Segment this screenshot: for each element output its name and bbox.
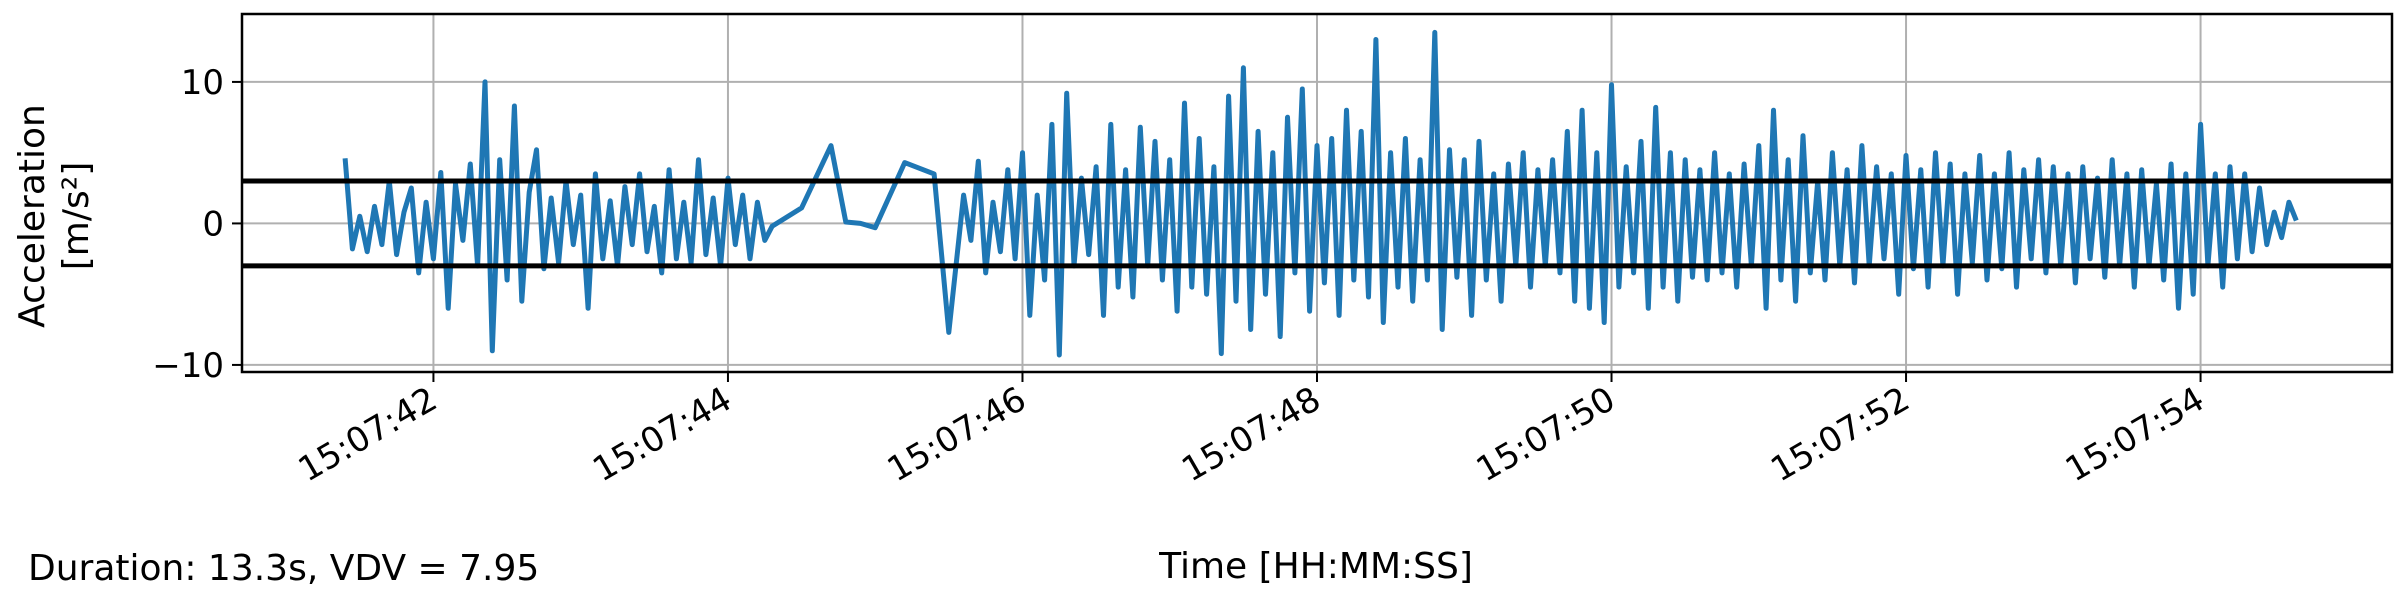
- duration-vdv-summary: Duration: 13.3s, VDV = 7.95: [28, 548, 540, 589]
- x-tick-label: 15:07:46: [881, 379, 1033, 490]
- y-tick-label: −10: [152, 346, 224, 386]
- x-axis-label: Time [HH:MM:SS]: [1158, 546, 1473, 587]
- threshold-lines: [242, 178, 2392, 269]
- x-tick-label: 15:07:54: [2059, 379, 2211, 490]
- y-axis-ticks: 10 0 −10: [152, 63, 242, 386]
- y-axis-label-line1: Acceleration: [12, 104, 53, 328]
- x-axis-ticks: 15:07:42 15:07:44 15:07:46 15:07:48 15:07:50…: [292, 372, 2211, 490]
- y-axis-label: Acceleration [m/s²]: [12, 104, 97, 328]
- acceleration-series-line: [342, 29, 2299, 358]
- x-tick-label: 15:07:52: [1764, 379, 1916, 490]
- y-tick-label: 0: [202, 204, 224, 244]
- x-tick-label: 15:07:44: [586, 379, 738, 490]
- x-tick-label: 15:07:50: [1470, 379, 1622, 490]
- x-tick-label: 15:07:48: [1175, 379, 1327, 490]
- y-axis-label-line2: [m/s²]: [56, 162, 97, 270]
- series-layer: [342, 29, 2299, 358]
- x-tick-label: 15:07:42: [292, 379, 444, 490]
- y-tick-label: 10: [181, 63, 224, 103]
